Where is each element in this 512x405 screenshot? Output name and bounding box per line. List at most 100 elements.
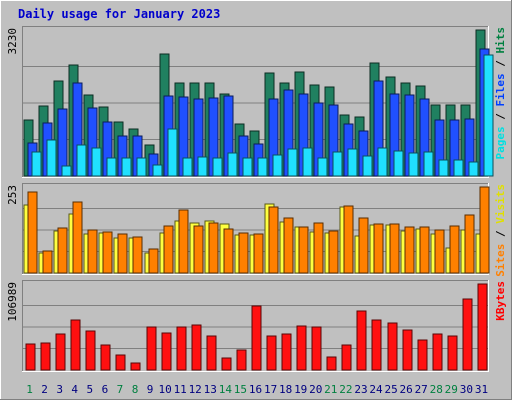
bar-kbytes-day-15 (236, 349, 247, 371)
bar-pages-day-25 (393, 150, 404, 177)
bar-sites-day-25 (389, 223, 400, 274)
panel-kbytes: 106989 KBytes (6, 280, 507, 372)
chart-title: Daily usage for January 2023 (18, 7, 220, 21)
bar-kbytes-day-4 (70, 319, 81, 371)
bar-sites-day-21 (328, 230, 339, 274)
bar-pages-day-28 (438, 159, 449, 177)
bar-kbytes-day-19 (296, 325, 307, 371)
x-tick-label-day-5: 5 (86, 383, 93, 396)
bar-pages-day-1 (31, 151, 42, 177)
x-tick-label-day-16: 16 (249, 383, 262, 396)
legend-entry-visits: Visits (494, 184, 507, 224)
x-axis-labels: 1 2 3 4 5 6 7 8 9 10 11 12 13 14 15 16 17 18 19 20 21 22 23 24 2… (26, 383, 488, 396)
bar-kbytes-day-1 (25, 343, 36, 371)
y-max-label: 253 (6, 185, 19, 205)
bar-pages-day-14 (227, 152, 238, 177)
legend-entry-sites: Sites (494, 244, 507, 277)
bar-sites-day-23 (358, 217, 369, 274)
x-tick-label-day-2: 2 (41, 383, 48, 396)
x-tick-label-day-7: 7 (117, 383, 124, 396)
x-tick-label-day-4: 4 (71, 383, 78, 396)
bar-kbytes-day-8 (130, 362, 141, 371)
bar-kbytes-day-14 (221, 357, 232, 371)
x-tick-label-day-20: 20 (309, 383, 322, 396)
bar-sites-day-18 (283, 217, 294, 274)
x-tick-label-day-14: 14 (219, 383, 233, 396)
series-kbytes (25, 283, 488, 371)
bar-kbytes-day-11 (176, 326, 187, 371)
side-legend: KBytes (494, 281, 507, 321)
bar-pages-day-5 (91, 147, 102, 177)
bar-sites-day-17 (268, 206, 279, 274)
x-tick-label-day-24: 24 (369, 383, 383, 396)
x-tick-label-day-19: 19 (294, 383, 307, 396)
bar-kbytes-day-27 (417, 339, 428, 371)
bar-pages-day-24 (377, 147, 388, 177)
bar-kbytes-day-6 (100, 344, 111, 371)
bar-pages-day-15 (242, 157, 253, 177)
bar-sites-day-2 (42, 250, 53, 274)
bar-kbytes-day-7 (115, 354, 126, 371)
bar-kbytes-day-16 (251, 305, 262, 371)
bar-sites-day-16 (253, 233, 264, 274)
bar-sites-day-10 (163, 225, 174, 274)
bar-pages-day-26 (408, 152, 419, 177)
legend-entry-files: Files (494, 73, 507, 106)
bar-sites-day-15 (238, 232, 249, 274)
bar-kbytes-day-26 (402, 329, 413, 371)
bar-kbytes-day-9 (146, 326, 157, 371)
bar-sites-day-3 (57, 227, 68, 274)
x-tick-label-day-31: 31 (475, 383, 488, 396)
bar-pages-day-21 (332, 151, 343, 177)
bar-sites-day-22 (343, 205, 354, 274)
legend-entry-kbytes: KBytes (494, 281, 507, 321)
legend-separator: / (494, 224, 507, 244)
side-legend: Pages / Files / Hits (494, 27, 507, 160)
y-max-label: 106989 (6, 282, 19, 322)
bar-pages-day-7 (121, 157, 132, 177)
bar-kbytes-day-30 (462, 298, 473, 371)
bar-kbytes-day-22 (341, 344, 352, 371)
x-tick-label-day-21: 21 (324, 383, 337, 396)
x-tick-label-day-12: 12 (189, 383, 202, 396)
x-tick-label-day-26: 26 (399, 383, 412, 396)
bar-kbytes-day-25 (387, 322, 398, 371)
panel-visits-sites: 253 Sites / Visits (6, 183, 507, 277)
bar-pages-day-3 (61, 165, 72, 177)
x-tick-label-day-23: 23 (354, 383, 367, 396)
bar-kbytes-day-28 (432, 333, 443, 371)
bar-pages-day-8 (136, 157, 147, 177)
bar-kbytes-day-24 (371, 319, 382, 371)
bar-sites-day-28 (434, 229, 445, 274)
bar-pages-day-12 (197, 156, 208, 177)
y-max-label: 3230 (6, 28, 19, 55)
bar-pages-day-9 (152, 164, 163, 177)
x-tick-label-day-13: 13 (204, 383, 217, 396)
bar-pages-day-6 (106, 157, 117, 177)
side-legend: Sites / Visits (494, 184, 507, 277)
bar-sites-day-27 (419, 226, 430, 274)
bar-kbytes-day-21 (326, 356, 337, 371)
bar-sites-day-31 (479, 186, 490, 274)
bar-kbytes-day-23 (356, 310, 367, 371)
x-tick-label-day-27: 27 (415, 383, 428, 396)
bar-kbytes-day-17 (266, 335, 277, 371)
series-pages (31, 54, 494, 177)
x-tick-label-day-11: 11 (174, 383, 187, 396)
x-tick-label-day-29: 29 (445, 383, 458, 396)
legend-entry-hits: Hits (494, 27, 507, 54)
x-tick-label-day-18: 18 (279, 383, 292, 396)
bar-pages-day-31 (483, 54, 494, 177)
bar-pages-day-27 (423, 151, 434, 177)
bar-pages-day-19 (302, 147, 313, 177)
bar-sites-day-8 (132, 236, 143, 274)
bar-sites-day-14 (223, 228, 234, 274)
bar-pages-day-10 (167, 128, 178, 177)
bar-kbytes-day-13 (206, 335, 217, 371)
bar-pages-day-20 (317, 157, 328, 177)
x-tick-label-day-3: 3 (56, 383, 63, 396)
x-tick-label-day-6: 6 (102, 383, 109, 396)
bar-pages-day-23 (362, 155, 373, 177)
